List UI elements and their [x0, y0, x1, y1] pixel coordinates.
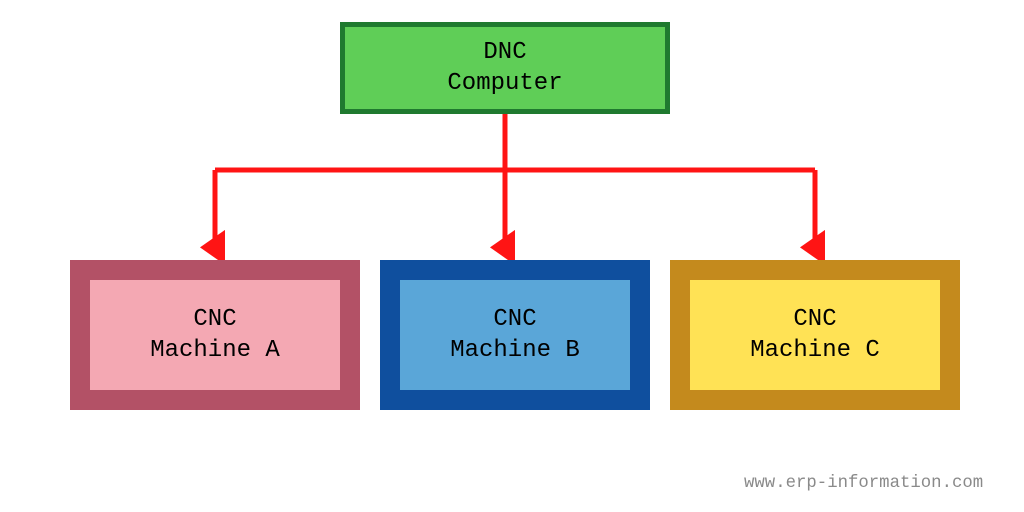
node-label-line1: CNC — [193, 304, 236, 335]
node-cnc-machine-c: CNC Machine C — [670, 260, 960, 410]
node-dnc-computer: DNC Computer — [340, 22, 670, 114]
node-cnc-machine-b-inner: CNC Machine B — [400, 280, 630, 390]
node-cnc-machine-b: CNC Machine B — [380, 260, 650, 410]
node-label-line1: DNC — [483, 37, 526, 68]
node-cnc-machine-c-inner: CNC Machine C — [690, 280, 940, 390]
node-cnc-machine-a-inner: CNC Machine A — [90, 280, 340, 390]
node-label-line2: Machine C — [750, 335, 880, 366]
node-cnc-machine-a: CNC Machine A — [70, 260, 360, 410]
node-label-line2: Computer — [447, 68, 562, 99]
watermark-text: www.erp-information.com — [744, 474, 983, 493]
node-label-line1: CNC — [793, 304, 836, 335]
node-label-line2: Machine A — [150, 335, 280, 366]
node-label-line1: CNC — [493, 304, 536, 335]
diagram-canvas: DNC Computer CNC Machine A CNC Machine B… — [0, 0, 1024, 512]
node-label-line2: Machine B — [450, 335, 580, 366]
